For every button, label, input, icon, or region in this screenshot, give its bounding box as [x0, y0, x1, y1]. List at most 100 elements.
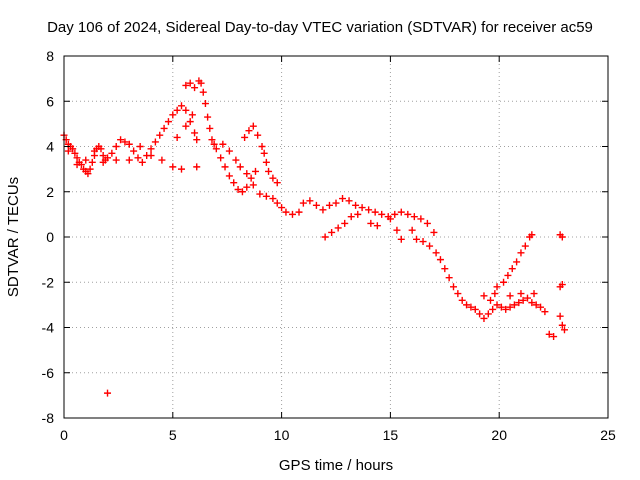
- data-point: [173, 106, 181, 114]
- data-point: [193, 136, 201, 144]
- data-point: [371, 208, 379, 216]
- data-point: [397, 235, 405, 243]
- y-tick-label: -6: [42, 365, 55, 381]
- data-point: [186, 118, 194, 126]
- data-point: [537, 303, 545, 311]
- data-point: [532, 301, 540, 309]
- data-point: [199, 88, 207, 96]
- data-point: [225, 172, 233, 180]
- data-point: [339, 195, 347, 203]
- data-point: [191, 129, 199, 137]
- data-point: [528, 299, 536, 307]
- data-point: [249, 122, 257, 130]
- data-point: [493, 283, 501, 291]
- chart-title: Day 106 of 2024, Sidereal Day-to-day VTE…: [47, 19, 593, 36]
- data-point: [208, 136, 216, 144]
- data-point: [104, 154, 112, 162]
- data-point: [504, 271, 512, 279]
- data-point: [251, 167, 259, 175]
- data-point: [134, 154, 142, 162]
- data-point: [182, 106, 190, 114]
- data-point: [273, 199, 281, 207]
- data-point: [489, 305, 497, 313]
- data-point: [458, 296, 466, 304]
- data-point: [238, 188, 246, 196]
- data-point: [84, 170, 92, 178]
- data-point: [254, 131, 262, 139]
- data-point: [486, 296, 494, 304]
- data-point: [232, 156, 240, 164]
- data-point: [147, 145, 155, 153]
- data-point: [413, 235, 421, 243]
- data-point: [528, 231, 536, 239]
- data-point: [426, 242, 434, 250]
- data-point: [99, 152, 107, 160]
- data-point: [367, 219, 375, 227]
- data-point: [212, 145, 220, 153]
- data-point: [219, 140, 227, 148]
- data-point: [112, 156, 120, 164]
- data-point: [160, 124, 168, 132]
- y-tick-label: 8: [46, 48, 54, 64]
- y-tick-label: -4: [42, 320, 55, 336]
- data-point: [210, 140, 218, 148]
- y-tick-label: -2: [42, 274, 55, 290]
- y-tick-label: 2: [46, 184, 54, 200]
- data-point: [73, 161, 81, 169]
- data-point: [467, 303, 475, 311]
- data-point: [404, 210, 412, 218]
- data-point: [236, 163, 244, 171]
- data-point: [558, 281, 566, 289]
- y-tick-label: 6: [46, 93, 54, 109]
- data-point: [508, 265, 516, 273]
- data-point: [225, 147, 233, 155]
- data-point: [260, 149, 268, 157]
- y-tick-label: -8: [42, 410, 55, 426]
- data-point: [230, 179, 238, 187]
- data-point: [262, 192, 270, 200]
- data-point: [278, 204, 286, 212]
- data-point: [82, 156, 90, 164]
- data-point: [104, 389, 112, 397]
- data-point: [432, 249, 440, 257]
- data-point: [325, 201, 333, 209]
- y-tick-label: 0: [46, 229, 54, 245]
- data-point: [112, 143, 120, 150]
- data-point: [560, 326, 568, 334]
- data-point: [282, 208, 290, 216]
- data-point: [97, 145, 105, 153]
- data-point: [321, 233, 329, 241]
- data-point: [345, 197, 353, 205]
- data-point: [169, 163, 177, 171]
- data-point: [178, 102, 186, 110]
- data-point: [436, 256, 444, 264]
- data-point: [88, 158, 96, 166]
- data-point: [410, 213, 418, 221]
- data-point: [391, 210, 399, 218]
- x-tick-label: 0: [60, 427, 68, 443]
- data-point: [386, 215, 394, 223]
- data-point: [243, 170, 251, 178]
- data-point: [497, 303, 505, 311]
- data-point: [373, 222, 381, 230]
- data-point: [480, 292, 488, 300]
- data-point: [265, 167, 273, 175]
- data-point: [319, 206, 327, 214]
- data-point: [99, 158, 107, 166]
- data-point: [69, 145, 77, 153]
- data-point: [147, 152, 155, 160]
- data-point: [556, 312, 564, 320]
- data-point: [108, 149, 116, 157]
- data-point: [541, 308, 549, 316]
- data-point: [480, 314, 488, 322]
- data-point: [156, 131, 164, 139]
- data-point: [125, 140, 133, 148]
- data-point: [408, 226, 416, 234]
- data-point: [125, 156, 133, 164]
- data-point: [423, 219, 431, 227]
- data-point: [169, 111, 177, 119]
- data-point: [445, 274, 453, 282]
- data-point: [288, 210, 296, 218]
- data-point: [269, 174, 277, 182]
